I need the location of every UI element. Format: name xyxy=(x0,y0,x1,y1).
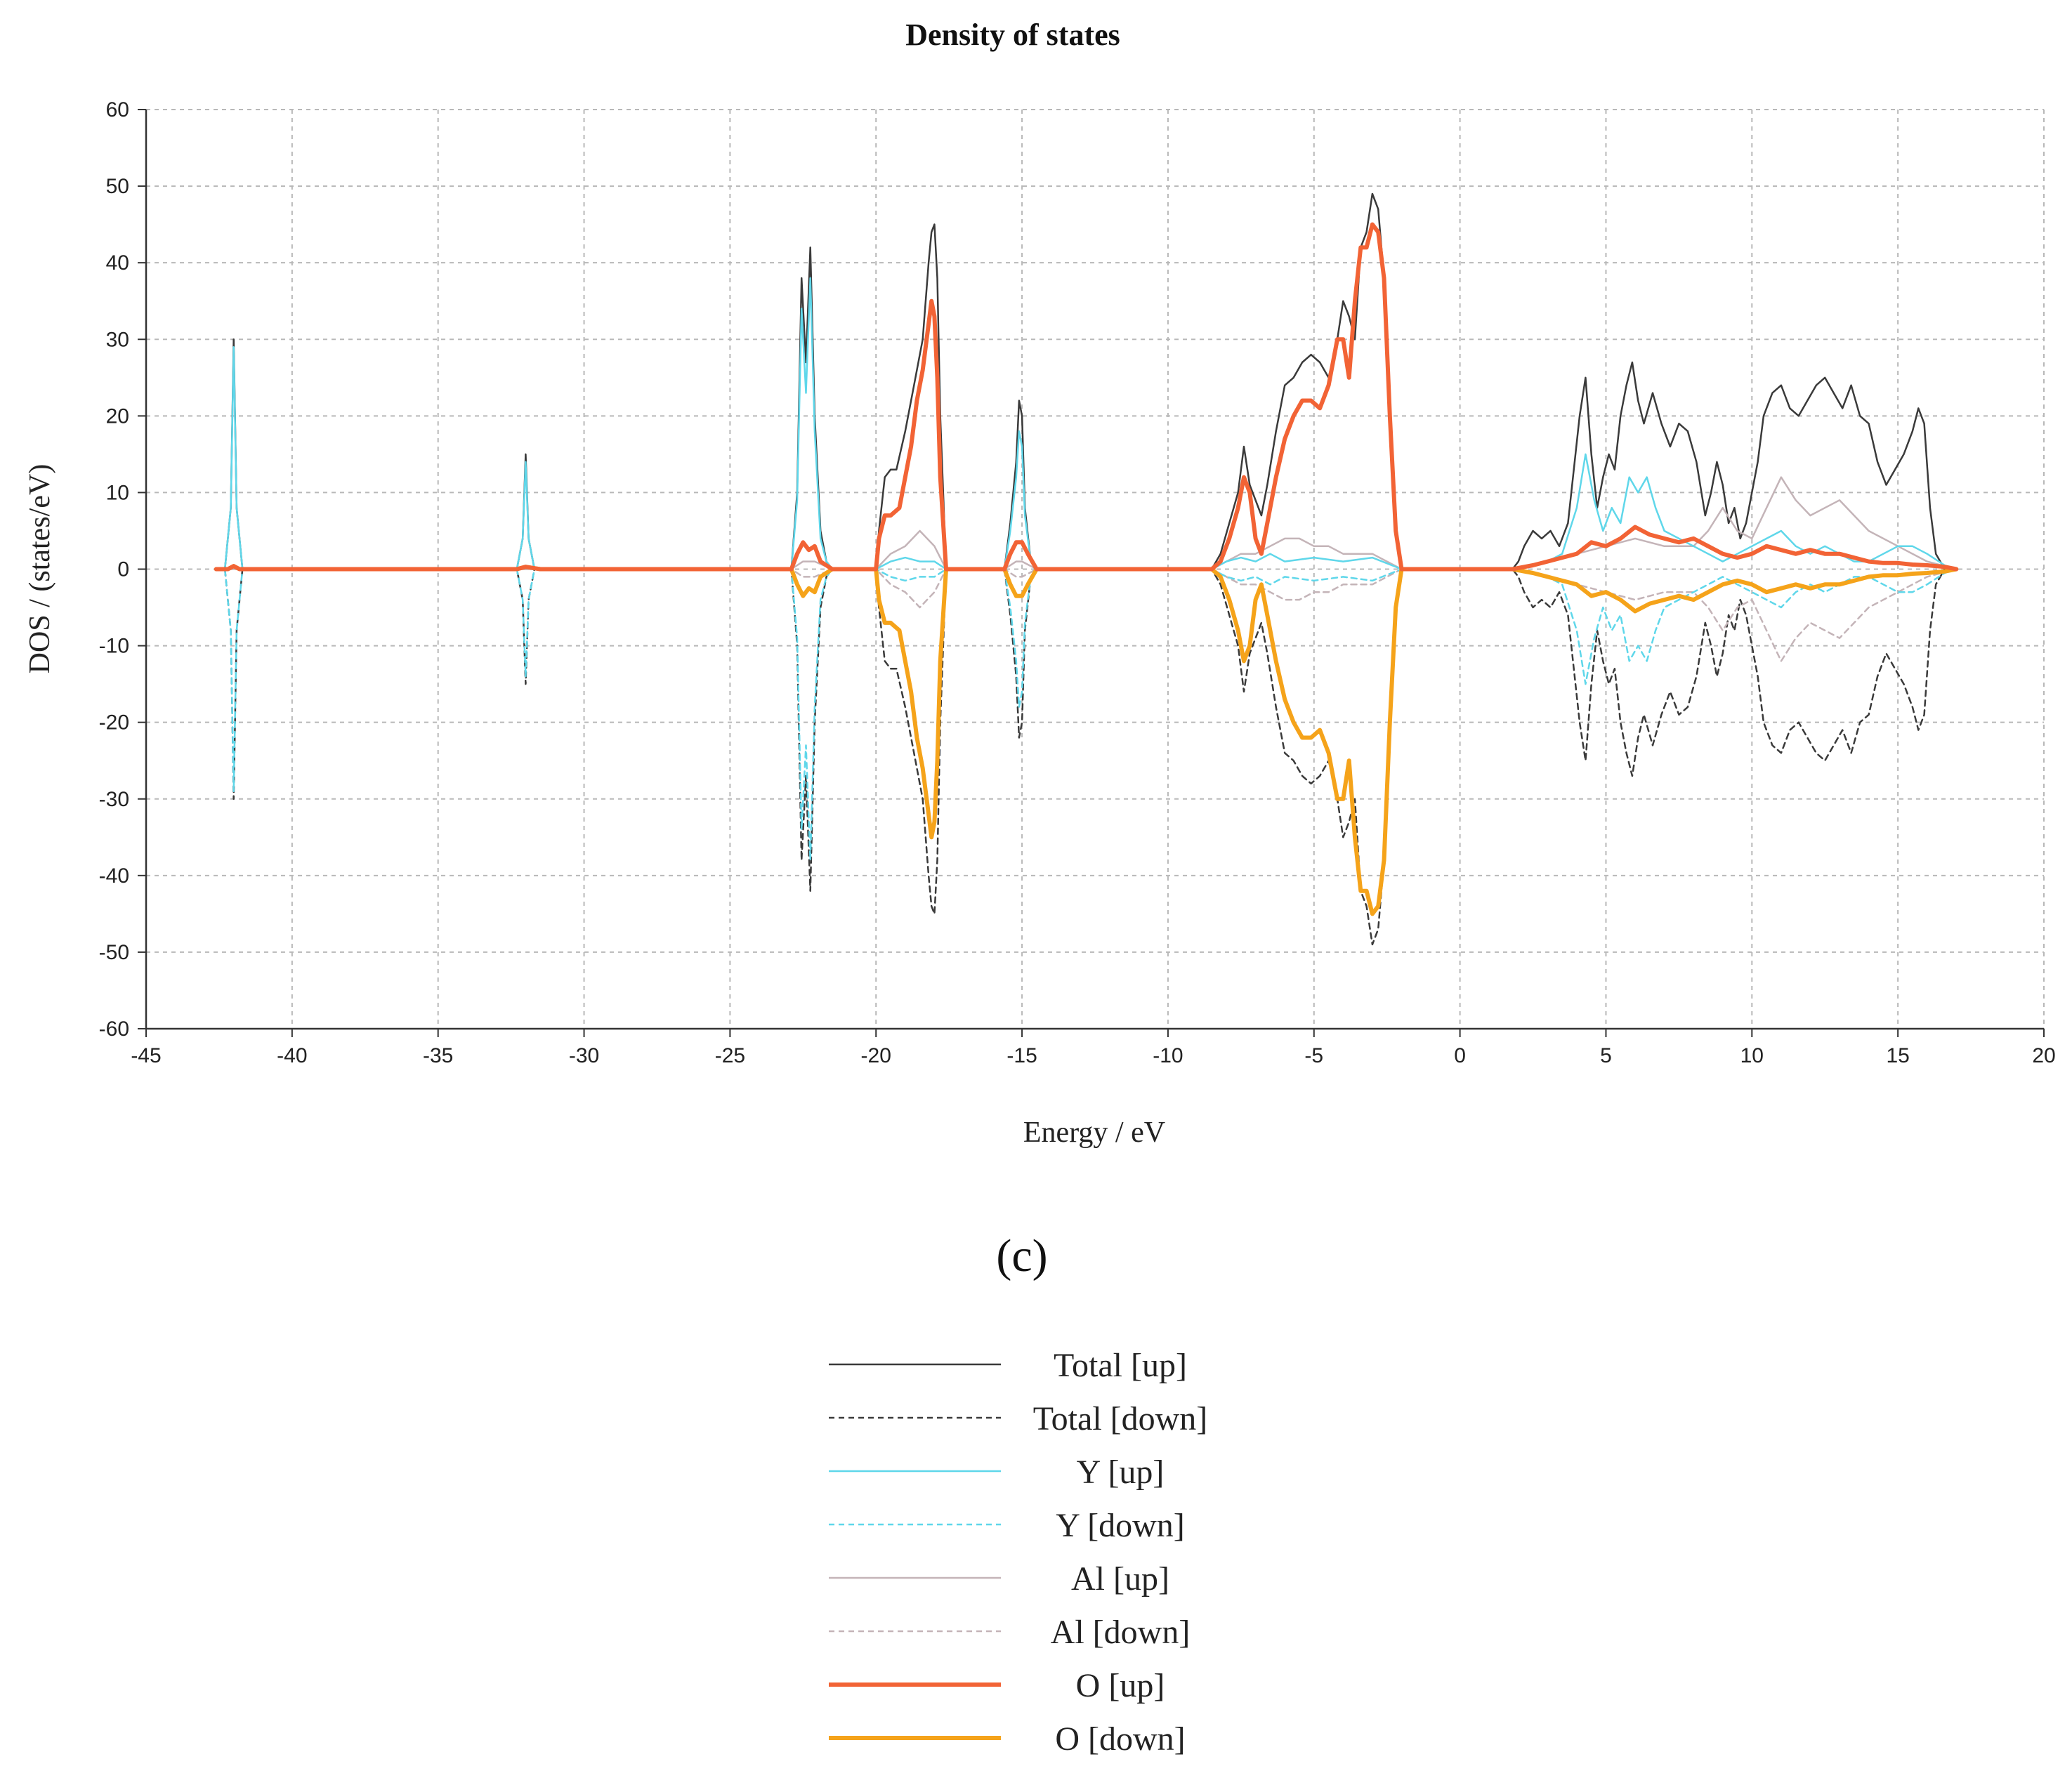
x-tick-label: -45 xyxy=(131,1044,161,1067)
y-tick-labels: -60 -50 -40 -30 -20 -10 0 10 20 30 40 50 60 xyxy=(99,98,129,1041)
legend-label: Y [down] xyxy=(1056,1507,1185,1544)
series-line-o-down xyxy=(214,564,1959,916)
x-tick-label: 20 xyxy=(2032,1044,2055,1067)
y-axis-label: DOS / (states/eV) xyxy=(24,464,56,674)
y-tick-label: -30 xyxy=(99,788,129,811)
legend-label: O [up] xyxy=(1076,1667,1165,1704)
x-tick-labels: -45 -40 -35 -30 -25 -20 -15 -10 -5 0 5 10 15 20 xyxy=(131,1044,2055,1067)
x-axis-label: Energy / eV xyxy=(1023,1117,1165,1149)
legend-label: Al [down] xyxy=(1051,1614,1191,1651)
x-tick-label: 0 xyxy=(1454,1044,1466,1067)
x-tick-label: -15 xyxy=(1007,1044,1037,1067)
x-tick-label: -30 xyxy=(569,1044,599,1067)
y-tick-label: 40 xyxy=(106,251,129,275)
y-tick-label: 60 xyxy=(106,98,129,121)
x-tick-label: -40 xyxy=(277,1044,307,1067)
x-tick-label: -5 xyxy=(1304,1044,1323,1067)
y-tick-label: -20 xyxy=(99,711,129,735)
y-tick-label: -60 xyxy=(99,1018,129,1041)
figure-caption: (c) xyxy=(996,1230,1047,1282)
y-tick-label: -10 xyxy=(99,635,129,658)
legend-label: Total [down] xyxy=(1033,1400,1208,1437)
series-line-y-down xyxy=(215,568,1958,862)
x-tick-label: -25 xyxy=(715,1044,745,1067)
series-line-o-up xyxy=(214,222,1959,572)
y-tick-label: -40 xyxy=(99,864,129,888)
legend-label: Al [up] xyxy=(1071,1560,1169,1598)
y-tick-label: 10 xyxy=(106,481,129,504)
x-tick-label: 10 xyxy=(1740,1044,1764,1067)
x-tick-label: 15 xyxy=(1886,1044,1909,1067)
legend-label: Y [up] xyxy=(1077,1454,1165,1491)
x-tick-label: -20 xyxy=(861,1044,891,1067)
series-line-total-down xyxy=(215,568,1958,946)
axes xyxy=(138,109,2045,1037)
y-tick-label: 50 xyxy=(106,175,129,198)
legend: Total [up] Total [down] Y [up] Y [down] Al [… xyxy=(829,1347,1207,1758)
x-tick-label: -35 xyxy=(423,1044,453,1067)
chart-title: Density of states xyxy=(905,18,1120,52)
series-lines xyxy=(214,192,1959,946)
series-line-al-up xyxy=(215,476,1958,570)
y-tick-label: 20 xyxy=(106,404,129,428)
grid xyxy=(146,109,2045,1029)
x-tick-label: 5 xyxy=(1600,1044,1612,1067)
y-tick-label: 30 xyxy=(106,328,129,351)
legend-label: Total [up] xyxy=(1054,1347,1187,1384)
y-tick-label: 0 xyxy=(117,558,129,581)
series-line-total-up xyxy=(215,192,1958,570)
series-line-y-up xyxy=(215,277,1958,570)
x-tick-label: -10 xyxy=(1153,1044,1183,1067)
y-tick-label: -50 xyxy=(99,941,129,964)
legend-label: O [down] xyxy=(1055,1720,1185,1758)
series-line-al-down xyxy=(215,568,1958,662)
